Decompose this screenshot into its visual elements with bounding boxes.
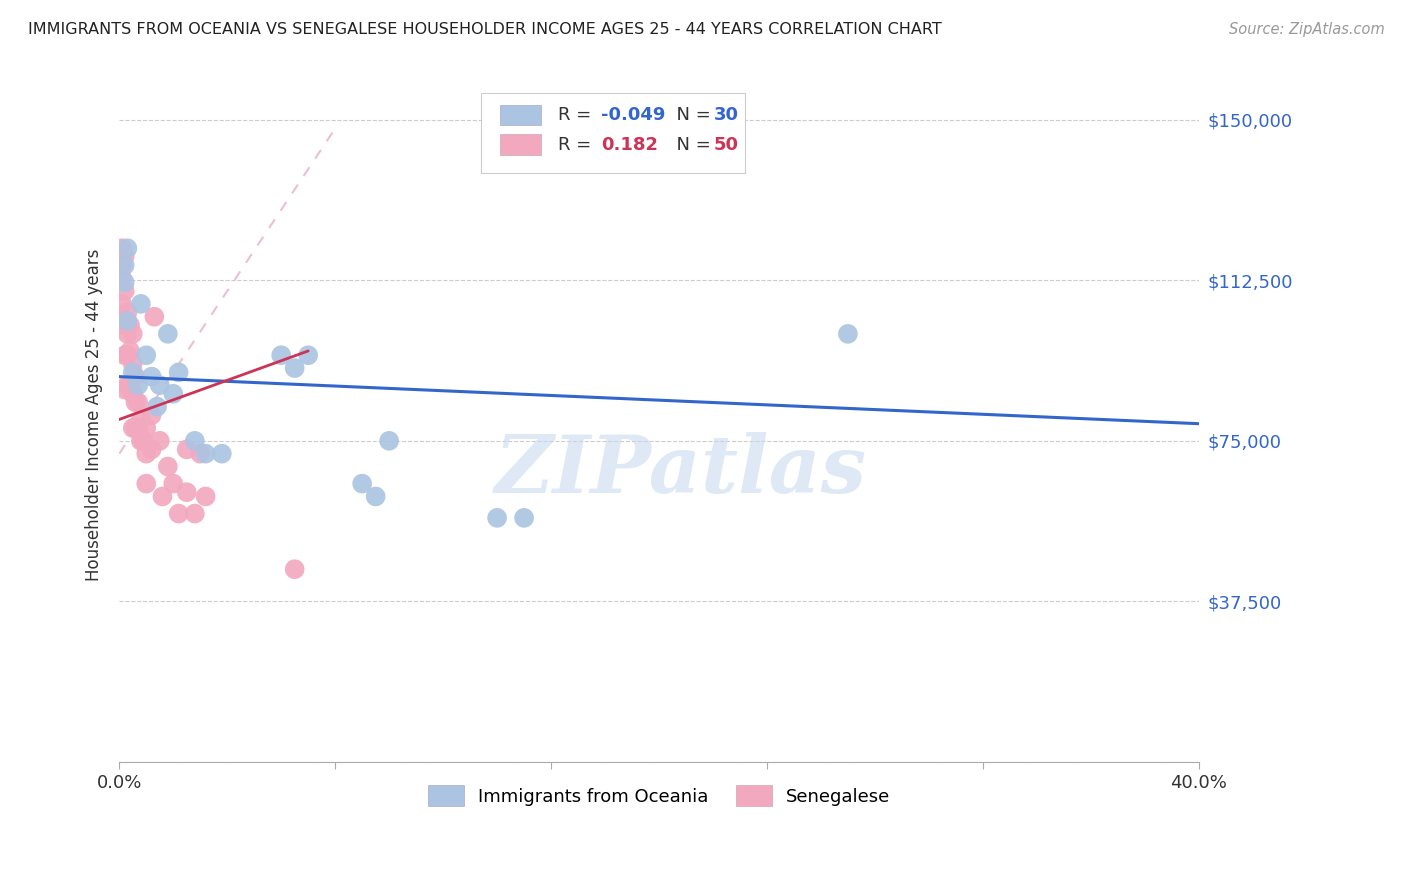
Point — [143, 310, 166, 324]
Point — [117, 348, 139, 362]
Point — [149, 434, 172, 448]
Point — [486, 511, 509, 525]
Point — [284, 361, 307, 376]
Point — [111, 318, 134, 333]
Point — [211, 447, 233, 461]
Point — [135, 348, 157, 362]
Text: Source: ZipAtlas.com: Source: ZipAtlas.com — [1229, 22, 1385, 37]
Point — [114, 348, 136, 362]
Point — [176, 442, 198, 457]
Point — [114, 383, 136, 397]
Text: IMMIGRANTS FROM OCEANIA VS SENEGALESE HOUSEHOLDER INCOME AGES 25 - 44 YEARS CORR: IMMIGRANTS FROM OCEANIA VS SENEGALESE HO… — [28, 22, 942, 37]
Point — [162, 476, 184, 491]
Point — [117, 241, 139, 255]
Point — [194, 490, 217, 504]
Point — [270, 348, 292, 362]
Point — [284, 562, 307, 576]
FancyBboxPatch shape — [501, 104, 541, 126]
Point — [837, 326, 859, 341]
Legend: Immigrants from Oceania, Senegalese: Immigrants from Oceania, Senegalese — [419, 776, 900, 815]
Point — [129, 297, 152, 311]
FancyBboxPatch shape — [501, 135, 541, 155]
Point — [127, 421, 149, 435]
Point — [141, 408, 163, 422]
Text: R =: R = — [558, 106, 596, 124]
Point — [156, 459, 179, 474]
Point — [162, 386, 184, 401]
Text: N =: N = — [665, 106, 717, 124]
Text: R =: R = — [558, 136, 607, 153]
Text: 30: 30 — [714, 106, 740, 124]
Text: 50: 50 — [714, 136, 740, 153]
Point — [184, 507, 207, 521]
Point — [114, 258, 136, 272]
Point — [121, 326, 143, 341]
Point — [117, 326, 139, 341]
Point — [352, 476, 374, 491]
Point — [176, 485, 198, 500]
Text: N =: N = — [665, 136, 717, 153]
Point — [135, 476, 157, 491]
Point — [129, 434, 152, 448]
Point — [111, 271, 134, 285]
Point — [117, 314, 139, 328]
Point — [152, 490, 174, 504]
Point — [135, 421, 157, 435]
Point — [513, 511, 536, 525]
Point — [129, 412, 152, 426]
Point — [378, 434, 401, 448]
Point — [146, 400, 169, 414]
Point — [132, 434, 155, 448]
Point — [121, 386, 143, 401]
Text: -0.049: -0.049 — [600, 106, 665, 124]
Point — [114, 276, 136, 290]
Point — [188, 447, 211, 461]
FancyBboxPatch shape — [481, 93, 745, 172]
Point — [120, 378, 142, 392]
Point — [121, 357, 143, 371]
Point — [111, 241, 134, 255]
Point — [184, 434, 207, 448]
Point — [141, 442, 163, 457]
Point — [111, 258, 134, 272]
Point — [364, 490, 387, 504]
Point — [124, 421, 146, 435]
Point — [156, 326, 179, 341]
Point — [124, 369, 146, 384]
Point — [149, 378, 172, 392]
Point — [124, 395, 146, 409]
Point — [127, 395, 149, 409]
Point — [117, 305, 139, 319]
Text: 0.182: 0.182 — [600, 136, 658, 153]
Point — [135, 447, 157, 461]
Point — [167, 365, 190, 379]
Point — [194, 447, 217, 461]
Point — [117, 378, 139, 392]
Point — [121, 365, 143, 379]
Point — [120, 343, 142, 358]
Point — [297, 348, 319, 362]
Point — [111, 297, 134, 311]
Text: ZIPatlas: ZIPatlas — [495, 432, 866, 509]
Point — [141, 369, 163, 384]
Point — [114, 250, 136, 264]
Point — [167, 507, 190, 521]
Point — [121, 421, 143, 435]
Point — [114, 314, 136, 328]
Point — [127, 378, 149, 392]
Y-axis label: Householder Income Ages 25 - 44 years: Householder Income Ages 25 - 44 years — [86, 249, 103, 582]
Point — [114, 284, 136, 298]
Point — [120, 318, 142, 333]
